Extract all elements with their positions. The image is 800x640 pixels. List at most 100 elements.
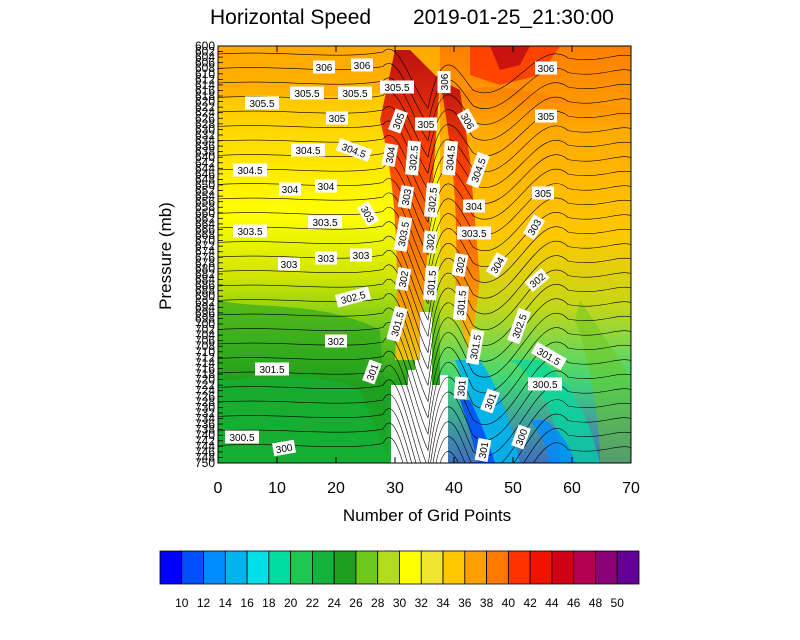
contour-label: 304: [279, 182, 301, 196]
y-tick-label: 732: [195, 406, 215, 420]
y-tick-label: 622: [195, 100, 215, 114]
colorbar-label: 46: [567, 596, 581, 610]
colorbar-swatch: [616, 550, 640, 585]
contour-label-text: 303: [281, 260, 298, 271]
y-tick-label: 676: [195, 250, 215, 264]
contour-line: [218, 437, 631, 463]
contour-label-text: 305.5: [294, 89, 319, 100]
colorbar-swatch: [312, 550, 335, 585]
colorbar-label: 24: [328, 596, 342, 610]
colorbar-swatch: [377, 550, 400, 585]
y-tick-label: 712: [195, 350, 215, 364]
contour-label: 306: [313, 60, 335, 74]
x-tick-label: 0: [214, 480, 223, 497]
y-tick-label: 736: [195, 417, 215, 431]
colorbar-swatch: [442, 550, 466, 585]
y-tick-label: 624: [195, 106, 215, 120]
contour-label-text: 304.5: [445, 145, 458, 171]
contour-line: [218, 48, 631, 109]
contour-label-text: 304: [466, 202, 483, 213]
contour-label: 305: [535, 109, 557, 123]
colorbar-label: 10: [175, 596, 189, 610]
colorbar-label: 34: [436, 596, 450, 610]
contour-label: 300: [272, 439, 296, 457]
contour-label-text: 303.5: [461, 229, 486, 240]
colorbar-swatch: [159, 550, 183, 585]
contour-label: 303: [350, 248, 372, 262]
contour-label-text: 302: [398, 270, 412, 289]
colorbar-label: 42: [523, 596, 537, 610]
contour-label: 305.5: [338, 86, 372, 100]
contour-label-text: 306: [354, 61, 371, 72]
plot-frame: [217, 45, 632, 464]
colorbar-swatch: [573, 550, 596, 585]
y-axis-label: Pressure (mb): [156, 202, 175, 310]
contour-label: 303.5: [393, 216, 413, 252]
y-tick-label: 708: [195, 339, 215, 353]
y-tick-label: 724: [195, 384, 215, 398]
y-tick-label: 610: [195, 67, 215, 81]
y-tick-label: 646: [195, 167, 215, 181]
contour-label-text: 301: [456, 379, 468, 397]
colorbar-swatch: [333, 550, 357, 585]
contour-label: 302.5: [424, 182, 440, 218]
colorbar-label: 30: [393, 596, 407, 610]
contour-label-text: 304.5: [295, 146, 320, 157]
contour-label: 300.5: [225, 430, 259, 444]
colorbar-label: 48: [589, 596, 603, 610]
y-tick-label: 616: [195, 83, 215, 97]
y-tick-label: 742: [195, 434, 215, 448]
colorbar-swatch: [507, 550, 531, 585]
colorbar-label: 14: [219, 596, 233, 610]
contour-label-text: 304: [282, 185, 299, 196]
y-tick-label: 672: [195, 239, 215, 253]
chart-timestamp: 2019-01-25_21:30:00: [413, 6, 614, 29]
y-tick-label: 716: [195, 361, 215, 375]
contour-label: 303: [315, 251, 337, 265]
x-tick-label: 60: [563, 480, 581, 497]
colorbar-label: 44: [545, 596, 559, 610]
contour-label: 305.5: [380, 80, 414, 94]
contour-label: 304: [463, 199, 485, 213]
contour-label: 301: [453, 376, 469, 400]
x-axis-ticks: 0 10 20 30 40 50 60 70: [214, 46, 640, 497]
contour-label: 303.5: [457, 226, 491, 240]
contour-line: [218, 178, 631, 256]
y-tick-label: 608: [195, 61, 215, 75]
contour-label-text: 305.5: [342, 89, 367, 100]
contour-label: 304: [315, 179, 337, 193]
contour-label-text: 303.5: [397, 221, 412, 248]
contour-line: [218, 408, 631, 463]
y-tick-label: 660: [195, 206, 215, 220]
colorbar-labels: 10 12 14 16 18 20 22 24 26 28 30 32 34 36 38 40 42 44 46 48…: [175, 596, 624, 610]
colorbar-swatch: [399, 550, 422, 585]
y-tick-label: 602: [195, 45, 215, 59]
colorbar-swatch: [420, 550, 444, 585]
contour-label: 304.5: [233, 163, 267, 177]
contour-line: [218, 77, 631, 142]
x-tick-label: 10: [268, 480, 286, 497]
colorbar: [159, 550, 640, 585]
y-tick-label: 696: [195, 306, 215, 320]
contour-label: 303.5: [233, 224, 267, 238]
colorbar-label: 18: [262, 596, 276, 610]
y-tick-label: 740: [195, 428, 215, 442]
contour-label-text: 301.5: [426, 270, 439, 296]
y-tick-label: 634: [195, 134, 215, 148]
x-tick-label: 20: [327, 480, 345, 497]
contour-label: 302: [325, 334, 347, 348]
y-tick-label: 664: [195, 217, 215, 231]
y-tick-label: 638: [195, 145, 215, 159]
contour-label-text: 304: [385, 146, 399, 165]
y-tick-label: 674: [195, 245, 215, 259]
y-tick-label: 690: [195, 289, 215, 303]
x-tick-label: 70: [622, 480, 640, 497]
colorbar-label: 22: [306, 596, 320, 610]
y-tick-label: 604: [195, 50, 215, 64]
contour-label-text: 300: [275, 443, 294, 457]
contour-label-text: 305: [329, 114, 346, 125]
contour-label-text: 305: [418, 120, 435, 131]
y-tick-label: 698: [195, 311, 215, 325]
colorbar-swatch: [486, 550, 509, 585]
contour-label: 301.5: [465, 329, 485, 365]
